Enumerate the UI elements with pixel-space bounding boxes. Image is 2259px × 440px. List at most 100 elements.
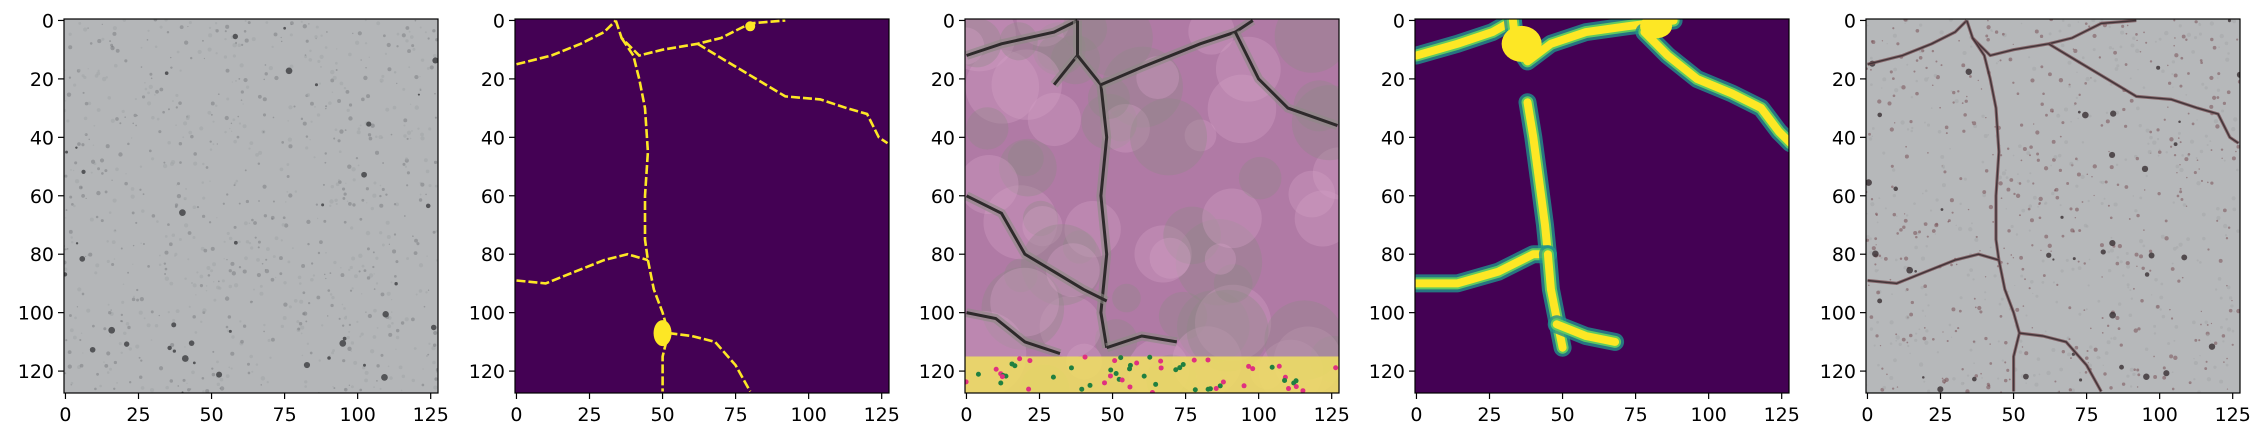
noise-speck [211,367,214,370]
noise-speck [74,316,77,320]
noise-speck [419,87,422,90]
noise-speck [2227,226,2231,229]
noise-speck [156,117,160,121]
noise-speck [1948,323,1952,327]
noise-speck [96,372,99,376]
noise-speck [2099,243,2104,248]
image-area [64,19,438,393]
noise-speck [1904,256,1909,261]
noise-speck [260,376,266,381]
noise-speck [243,78,248,83]
noise-speck [267,338,271,342]
noise-speck [2028,287,2031,290]
noise-speck [2206,377,2212,382]
noise-speck [396,82,398,85]
noise-speck [2172,86,2174,88]
noise-speck [120,313,124,317]
noise-speck [386,235,391,239]
noise-speck [2006,187,2011,192]
noise-speck [2042,274,2046,278]
noise-speck [2161,69,2165,73]
heat-core [1552,320,1620,346]
noise-speck [1891,387,1895,390]
noise-speck [1931,84,1934,87]
noise-speck [205,285,208,287]
noise-speck [2142,244,2146,248]
artifact-dot [1149,390,1155,393]
noise-speck [368,56,371,59]
noise-speck [281,141,285,144]
noise-speck [320,34,323,37]
noise-speck [2076,172,2081,177]
noise-speck [333,387,336,390]
noise-speck [202,196,206,200]
noise-speck [340,267,342,269]
noise-speck [187,258,190,261]
noise-speck [370,123,375,128]
mask-crack [614,19,786,57]
pore-spot [65,150,68,154]
noise-speck [348,52,352,57]
noise-speck [2015,307,2020,312]
noise-speck [385,220,390,225]
noise-speck [1986,37,1990,42]
noise-speck [425,291,428,294]
noise-speck [159,25,163,29]
noise-speck [132,122,134,125]
noise-speck [1875,213,1878,216]
noise-speck [2037,206,2039,208]
noise-speck [69,328,74,333]
pore-spot [2141,165,2149,173]
noise-speck [1909,120,1913,124]
noise-speck [313,156,316,159]
noise-speck [337,99,342,103]
noise-speck [224,296,230,301]
noise-speck [2008,57,2013,62]
noise-speck [305,135,309,138]
noise-speck [348,116,353,121]
noise-speck [1903,265,1908,270]
artifact-dot [1177,365,1183,371]
noise-speck [1882,385,1887,390]
noise-speck [2107,268,2112,273]
pore-spot [172,349,176,353]
noise-speck [1905,145,1907,148]
noise-speck [2121,24,2125,28]
noise-speck [97,39,102,44]
noise-speck [200,320,203,323]
noise-speck [1989,362,1993,365]
noise-speck [2195,157,2198,160]
noise-speck [2171,72,2174,76]
texture-blotch [1163,206,1221,265]
noise-speck [243,221,248,226]
noise-speck [356,320,359,323]
noise-speck [130,187,135,191]
noise-speck [331,295,335,300]
noise-speck [188,21,192,25]
noise-speck [73,169,75,172]
noise-speck [2051,139,2056,144]
noise-speck [115,117,119,121]
noise-speck [1876,221,1879,224]
noise-speck [68,229,73,234]
noise-speck [212,262,217,267]
noise-speck [1915,235,1918,239]
pore-spot [232,33,239,40]
noise-speck [1914,245,1918,250]
noise-speck [346,335,350,340]
noise-speck [2173,19,2176,22]
noise-speck [175,93,179,97]
noise-speck [1947,220,1950,223]
pore-spot [75,146,78,149]
noise-speck [2218,258,2223,263]
noise-speck [2010,254,2013,256]
noise-speck [1918,230,1922,234]
texture-blotch [1184,119,1217,152]
noise-speck [298,322,303,326]
noise-speck [2139,196,2143,200]
noise-speck [2077,266,2082,270]
noise-speck [1870,202,1875,207]
noise-speck [265,21,269,24]
noise-speck [2106,340,2111,345]
pore-spot [2109,311,2116,319]
